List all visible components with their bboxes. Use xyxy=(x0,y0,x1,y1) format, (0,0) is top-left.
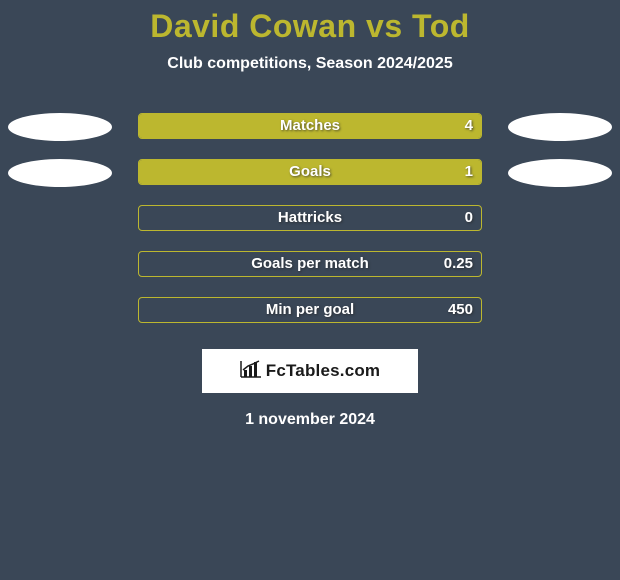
stat-bars: Matches4Goals1Hattricks0Goals per match0… xyxy=(0,113,620,343)
date-text: 1 november 2024 xyxy=(0,411,620,429)
logo-text: FcTables.com xyxy=(266,361,381,381)
stat-bar-label: Hattricks xyxy=(139,209,481,226)
page-subtitle: Club competitions, Season 2024/2025 xyxy=(0,55,620,73)
stat-bar-value: 450 xyxy=(448,301,473,318)
stat-row: Min per goal450 xyxy=(0,297,620,343)
stat-bar-fill xyxy=(139,160,481,184)
stat-row: Hattricks0 xyxy=(0,205,620,251)
logo-box: FcTables.com xyxy=(202,349,418,393)
bar-chart-icon xyxy=(240,360,262,383)
stat-bar-label: Min per goal xyxy=(139,301,481,318)
stat-row: Goals per match0.25 xyxy=(0,251,620,297)
stat-bar: Min per goal450 xyxy=(138,297,482,323)
stat-bar-value: 0 xyxy=(465,209,473,226)
stat-row: Goals1 xyxy=(0,159,620,205)
ellipse-right xyxy=(508,159,612,187)
ellipse-left xyxy=(8,113,112,141)
stat-bar: Hattricks0 xyxy=(138,205,482,231)
stat-bar: Matches4 xyxy=(138,113,482,139)
stat-row: Matches4 xyxy=(0,113,620,159)
stat-bar-fill xyxy=(139,114,481,138)
comparison-infographic: David Cowan vs Tod Club competitions, Se… xyxy=(0,0,620,429)
stat-bar: Goals1 xyxy=(138,159,482,185)
stat-bar-value: 0.25 xyxy=(444,255,473,272)
stat-bar-label: Goals per match xyxy=(139,255,481,272)
ellipse-left xyxy=(8,159,112,187)
stat-bar: Goals per match0.25 xyxy=(138,251,482,277)
page-title: David Cowan vs Tod xyxy=(0,8,620,45)
ellipse-right xyxy=(508,113,612,141)
